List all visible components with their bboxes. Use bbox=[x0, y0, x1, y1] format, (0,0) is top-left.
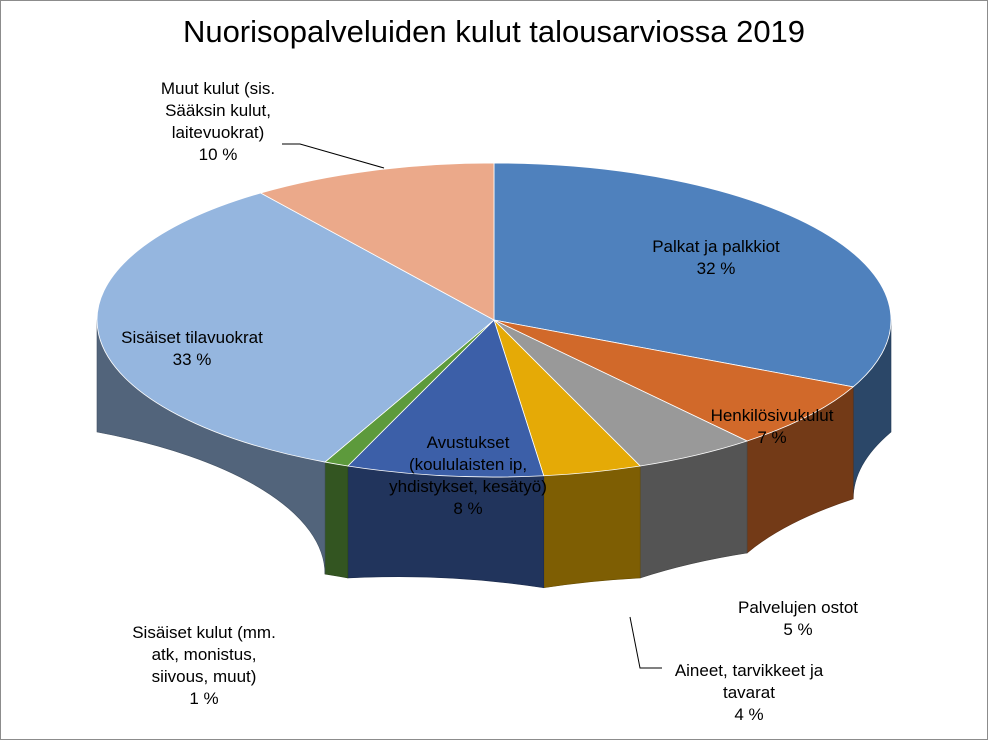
leader-line-7 bbox=[282, 143, 385, 169]
pie-slice-0 bbox=[493, 162, 892, 388]
slice-label-line: Aineet, tarvikkeet ja bbox=[674, 661, 824, 680]
slice-label-4: Avustukset (koululaisten ip, yhdistykset, … bbox=[389, 432, 547, 520]
pie-top bbox=[96, 162, 892, 478]
chart-title: Nuorisopalveluiden kulut talousarviossa … bbox=[182, 14, 806, 49]
slice-label-0: Palkat ja palkkiot 32 % bbox=[652, 236, 780, 280]
slice-label-line: Sääksin kulut, bbox=[165, 101, 271, 120]
slice-label-2: Palvelujen ostot 5 % bbox=[738, 597, 858, 641]
pie-slice-4 bbox=[347, 319, 545, 478]
slice-label-line: Palvelujen ostot bbox=[737, 598, 859, 617]
slice-label-line: Sisäiset kulut (mm. bbox=[132, 623, 276, 642]
slice-label-3: Aineet, tarvikkeet ja tavarat 4 % bbox=[675, 660, 823, 726]
slice-label-line: Sisäiset tilavuokrat bbox=[121, 328, 263, 347]
slice-value-label: 7 % bbox=[757, 428, 787, 447]
slice-label-line: Palkat ja palkkiot bbox=[652, 237, 780, 256]
slice-label-line: yhdistykset, kesätyö) bbox=[389, 477, 547, 496]
slice-label-line: Avustukset bbox=[426, 433, 510, 452]
slice-value-label: 5 % bbox=[783, 620, 813, 639]
slice-value-label: 33 % bbox=[172, 350, 212, 369]
slice-value-label: 8 % bbox=[453, 499, 483, 518]
slice-value-label: 4 % bbox=[734, 705, 764, 724]
slice-value-label: 10 % bbox=[198, 145, 238, 164]
slice-label-line: atk, monistus, bbox=[151, 645, 257, 664]
slice-label-1: Henkilösivukulut 7 % bbox=[711, 405, 834, 449]
slice-label-line: Henkilösivukulut bbox=[710, 406, 834, 425]
pie-slice-7 bbox=[259, 162, 495, 321]
slice-label-6: Sisäiset tilavuokrat 33 % bbox=[121, 327, 263, 371]
slice-label-7: Muut kulut (sis. Sääksin kulut, laitevuokr… bbox=[161, 78, 275, 166]
slice-label-line: siivous, muut) bbox=[151, 667, 257, 686]
slice-label-line: Muut kulut (sis. bbox=[160, 79, 276, 98]
pie-slice-1 bbox=[493, 319, 855, 442]
slice-value-label: 1 % bbox=[189, 689, 219, 708]
slice-label-line: laitevuokrat) bbox=[171, 123, 265, 142]
pie-slice-6 bbox=[96, 192, 495, 463]
pie-side-3 bbox=[543, 465, 641, 589]
slice-value-label: 32 % bbox=[696, 259, 736, 278]
slice-label-line: tavarat bbox=[723, 683, 775, 702]
pie-side-5 bbox=[324, 461, 349, 579]
slice-label-5: Sisäiset kulut (mm. atk, monistus, siivous… bbox=[132, 622, 276, 710]
slice-label-line: (koululaisten ip, bbox=[408, 455, 528, 474]
leader-line-3 bbox=[629, 616, 662, 669]
